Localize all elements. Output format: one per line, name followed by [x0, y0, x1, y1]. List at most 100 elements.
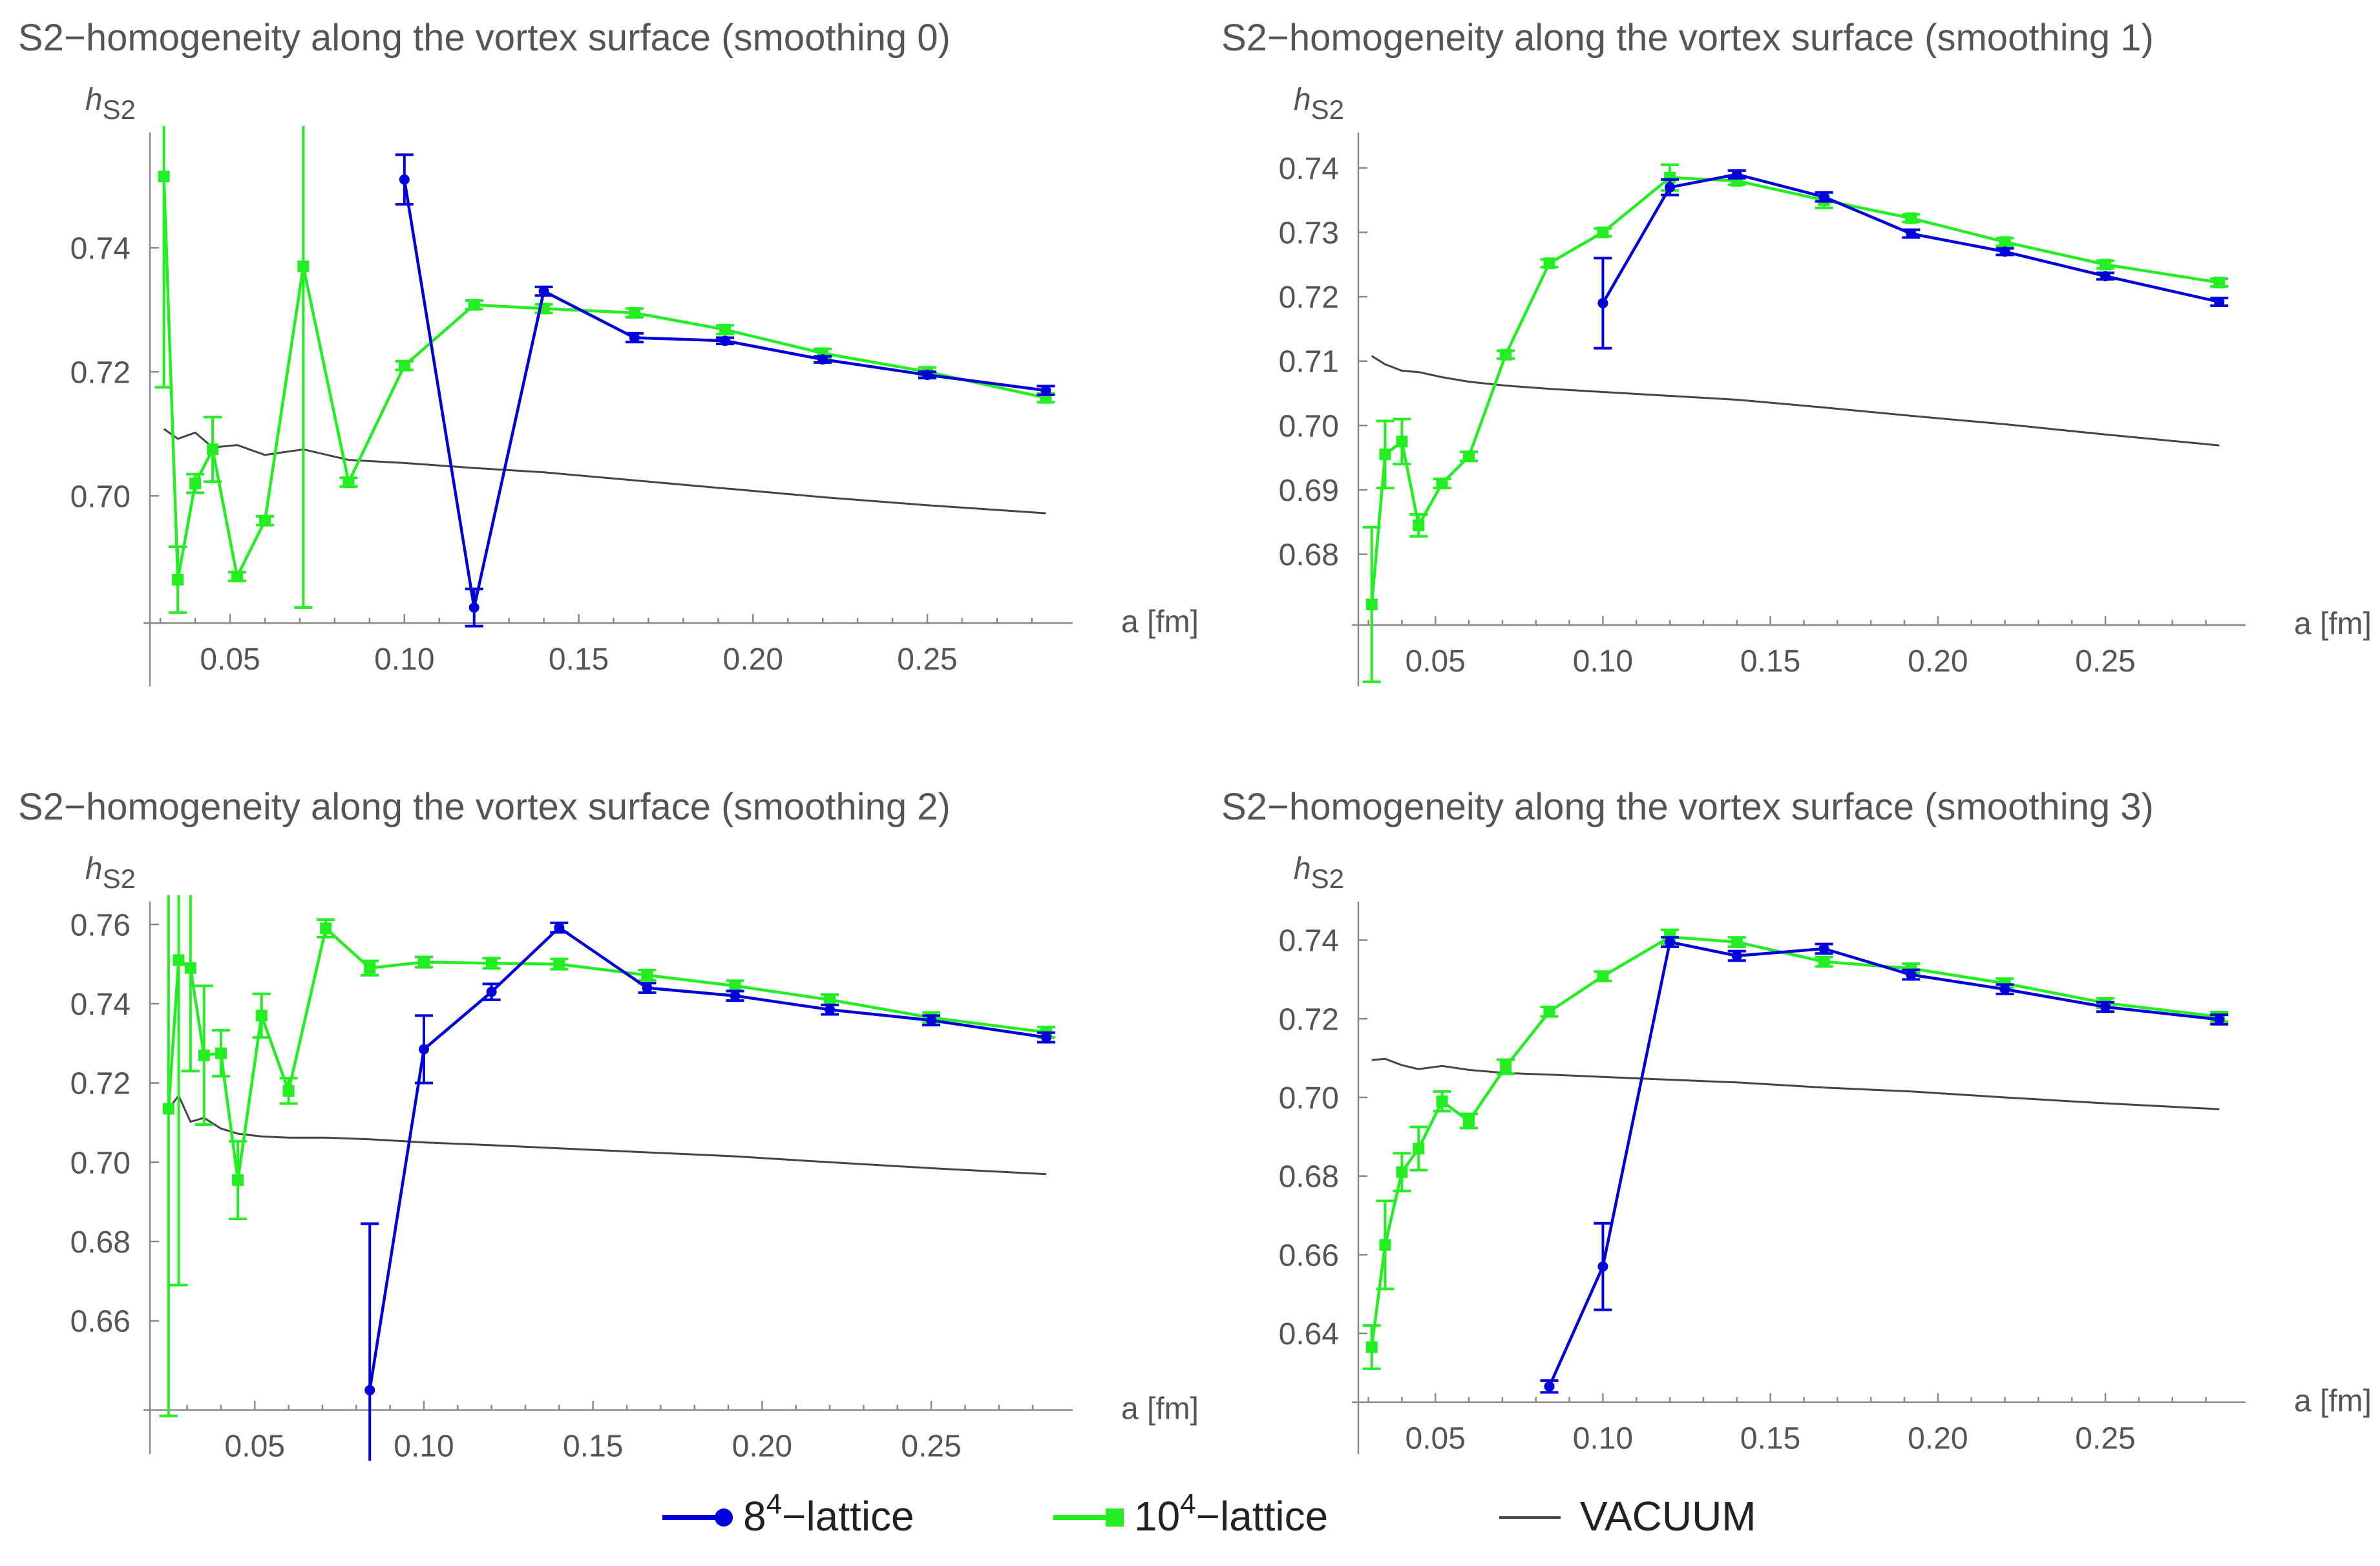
data-point — [1665, 182, 1676, 193]
data-point — [255, 1010, 268, 1022]
x-tick-label: 0.25 — [2075, 644, 2135, 679]
data-point — [282, 1085, 295, 1097]
data-point — [1597, 226, 1609, 238]
legend-label: 104−lattice — [1134, 1488, 1328, 1540]
y-tick-label: 0.70 — [1279, 1081, 1339, 1116]
data-point — [486, 986, 497, 997]
data-point — [1999, 246, 2010, 257]
series-line-vacuum — [167, 1094, 1047, 1176]
data-point — [158, 170, 170, 182]
data-point — [469, 602, 479, 613]
x-axis-label: a [fm] — [2294, 1384, 2372, 1419]
chart-title: S2−homogeneity along the vortex surface … — [1221, 17, 2154, 59]
data-point — [538, 286, 549, 297]
x-tick-label: 0.25 — [901, 1430, 961, 1464]
data-point — [485, 957, 498, 969]
data-point — [172, 573, 184, 586]
data-point — [926, 1015, 937, 1026]
data-point — [297, 260, 310, 273]
data-point — [2213, 277, 2226, 289]
data-point — [1597, 970, 1609, 982]
x-tick-label: 0.05 — [1406, 1422, 1466, 1456]
series-line-lattice8 — [368, 926, 1047, 1391]
data-point — [207, 443, 219, 456]
series-line-vacuum — [1371, 355, 2220, 447]
chart-panel-3: S2−homogeneity along the vortex surface … — [1221, 786, 2372, 1456]
y-tick-label: 0.70 — [70, 480, 131, 514]
legend-item-1: 104−lattice — [1053, 1488, 1328, 1540]
y-tick-label: 0.76 — [70, 908, 131, 942]
data-point — [399, 174, 410, 185]
data-point — [232, 1174, 244, 1186]
data-point — [398, 359, 410, 372]
data-point — [1731, 936, 1743, 948]
data-point — [1396, 1166, 1408, 1178]
x-tick-label: 0.15 — [549, 642, 609, 677]
data-point — [729, 980, 741, 992]
x-tick-label: 0.15 — [1740, 1422, 1800, 1456]
data-point — [922, 370, 933, 381]
data-point — [1999, 236, 2011, 248]
data-point — [2100, 1002, 2111, 1013]
plot-area — [1362, 163, 2229, 683]
series-line-lattice10 — [162, 176, 1046, 582]
data-point — [259, 514, 271, 527]
y-tick-label: 0.68 — [1279, 538, 1339, 573]
data-point — [1818, 191, 1829, 202]
x-tick-label: 0.15 — [563, 1430, 623, 1464]
data-point — [418, 1044, 429, 1055]
x-tick-label: 0.05 — [225, 1430, 285, 1464]
data-point — [468, 299, 480, 311]
data-point — [1365, 598, 1378, 611]
data-point — [1818, 956, 1830, 968]
data-point — [1436, 1095, 1448, 1108]
chart-panel-0: S2−homogeneity along the vortex surface … — [18, 17, 1199, 686]
data-point — [1731, 950, 1742, 961]
series-line-lattice10 — [1370, 935, 2220, 1348]
data-point — [553, 958, 565, 970]
y-tick-label: 0.72 — [70, 1067, 131, 1101]
data-point — [1413, 519, 1425, 531]
series-line-lattice10 — [1370, 176, 2220, 605]
chart-panel-1: S2−homogeneity along the vortex surface … — [1221, 17, 2372, 686]
data-point — [162, 1103, 174, 1115]
y-tick-label: 0.71 — [1279, 345, 1339, 379]
data-point — [642, 982, 653, 993]
y-tick-label: 0.74 — [1279, 152, 1339, 186]
plot-area — [1362, 928, 2229, 1394]
chart-title: S2−homogeneity along the vortex surface … — [1221, 786, 2154, 828]
plot-area — [159, 895, 1056, 1461]
legend-label: VACUUM — [1580, 1493, 1756, 1540]
data-point — [2214, 1014, 2225, 1025]
series-line-vacuum — [163, 428, 1046, 514]
x-axis-label: a [fm] — [2294, 607, 2372, 641]
x-tick-label: 0.10 — [1573, 1422, 1633, 1456]
series-line-lattice8 — [403, 179, 1046, 609]
data-point — [1436, 478, 1448, 490]
plot-area — [154, 126, 1055, 628]
x-tick-label: 0.20 — [1908, 644, 1968, 679]
data-point — [719, 324, 732, 336]
data-point — [2100, 271, 2111, 282]
data-point — [342, 476, 355, 489]
series-line-vacuum — [1371, 1057, 2220, 1110]
data-point — [1040, 385, 1051, 396]
data-point — [1413, 1143, 1425, 1155]
y-tick-label: 0.66 — [70, 1305, 131, 1339]
data-point — [554, 922, 565, 933]
data-point — [824, 993, 836, 1006]
legend-item-0: 84−lattice — [662, 1488, 914, 1540]
x-tick-label: 0.15 — [1740, 644, 1800, 679]
data-point — [364, 962, 376, 974]
data-point — [215, 1047, 227, 1059]
x-tick-label: 0.25 — [897, 642, 957, 677]
data-point — [198, 1049, 210, 1061]
data-point — [1905, 212, 1917, 224]
x-tick-label: 0.05 — [1406, 644, 1466, 679]
data-point — [1379, 1239, 1391, 1251]
data-point — [1818, 943, 1829, 954]
data-point — [1365, 1341, 1378, 1353]
data-point — [1731, 169, 1742, 180]
data-point — [2100, 259, 2112, 271]
